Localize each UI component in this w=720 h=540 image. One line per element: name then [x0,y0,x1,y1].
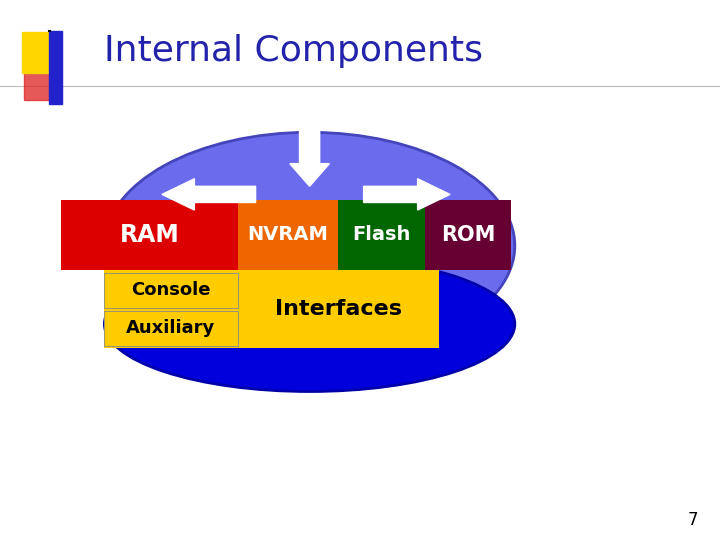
FancyArrow shape [289,130,330,186]
Bar [425,200,511,270]
Bar [104,310,238,346]
Text: RAM: RAM [120,223,179,247]
Text: Auxiliary: Auxiliary [127,319,215,337]
Text: 7: 7 [688,511,698,529]
FancyArrow shape [162,179,256,210]
Bar [22,32,58,73]
Text: Console: Console [131,281,211,299]
Ellipse shape [104,256,515,392]
Bar [104,273,238,308]
Ellipse shape [104,132,515,359]
Text: Interfaces: Interfaces [275,299,402,319]
Bar [104,270,439,348]
Bar [61,200,238,270]
Bar [24,62,60,100]
Text: Flash: Flash [352,225,411,245]
FancyArrow shape [364,179,450,210]
Text: Internal Components: Internal Components [104,35,483,68]
Bar [238,200,338,270]
Bar [49,31,62,104]
Text: ROM: ROM [441,225,495,245]
Bar [338,200,425,270]
Text: NVRAM: NVRAM [248,225,328,245]
